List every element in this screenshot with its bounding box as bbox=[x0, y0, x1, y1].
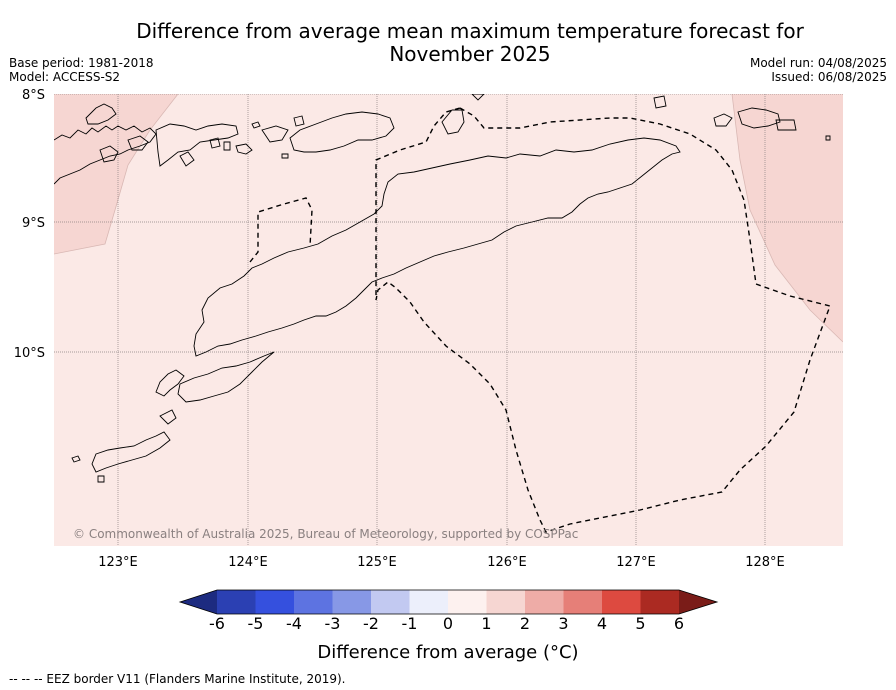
eez-border-oecusse bbox=[249, 197, 313, 263]
colorbar-tick-label: 1 bbox=[481, 614, 491, 633]
colorbar-segment bbox=[525, 590, 564, 614]
colorbar-segment bbox=[640, 590, 680, 614]
coastline-islet-4 bbox=[179, 151, 195, 167]
colorbar-segment bbox=[448, 590, 487, 614]
coastline-islet-19 bbox=[71, 455, 81, 463]
eez-footnote: -- -- -- EEZ border V11 (Flanders Marine… bbox=[9, 672, 346, 686]
coastline-islet-2 bbox=[99, 145, 119, 163]
title-line-1: Difference from average mean maximum tem… bbox=[136, 19, 804, 43]
coastline-timor bbox=[193, 137, 681, 357]
colorbar-segment bbox=[332, 590, 372, 614]
colorbar-tick-label: 5 bbox=[635, 614, 645, 633]
colorbar-extend-low bbox=[180, 590, 217, 614]
colorbar-tick-label: -4 bbox=[286, 614, 302, 633]
coastline-roti-semau bbox=[155, 351, 275, 403]
coastline-islet-11 bbox=[281, 153, 289, 159]
map-title: Difference from average mean maximum tem… bbox=[80, 20, 860, 66]
coastline-islet-18 bbox=[825, 135, 831, 141]
eez-border-timor-leste bbox=[375, 107, 831, 533]
coastline-ndao bbox=[159, 409, 177, 425]
colorbar-tick-label: 4 bbox=[597, 614, 607, 633]
map-area: © Commonwealth of Australia 2025, Bureau… bbox=[54, 94, 843, 546]
colorbar-title: Difference from average (°C) bbox=[180, 642, 716, 663]
lat-label-8s: 8°S bbox=[22, 88, 45, 103]
eez-border bbox=[249, 107, 831, 533]
model-run-text: Model run: 04/08/2025 bbox=[749, 56, 887, 70]
coastline-wetar bbox=[289, 111, 395, 153]
coastline-sawu bbox=[91, 431, 171, 473]
base-period-text: Base period: 1981-2018 bbox=[9, 56, 154, 70]
anomaly-fill-1-2-east bbox=[732, 94, 843, 342]
coastline-islet-20 bbox=[97, 475, 105, 483]
anomaly-fill-0-1 bbox=[54, 94, 843, 546]
graticule bbox=[54, 94, 843, 546]
meta-right: Model run: 04/08/2025 Issued: 06/08/2025 bbox=[750, 56, 887, 84]
coastline-alor bbox=[155, 123, 239, 167]
lat-label-9s: 9°S bbox=[22, 216, 45, 231]
coastline-flores-west bbox=[54, 125, 157, 185]
lon-label-128e: 128°E bbox=[745, 555, 785, 570]
coastlines bbox=[54, 94, 831, 483]
colorbar-tick-label: -6 bbox=[209, 614, 225, 633]
colorbar-segment bbox=[294, 590, 333, 614]
lon-label-125e: 125°E bbox=[357, 555, 397, 570]
model-text: Model: ACCESS-S2 bbox=[9, 70, 121, 84]
colorbar-tick-label: -3 bbox=[325, 614, 341, 633]
lon-label-123e: 123°E bbox=[98, 555, 138, 570]
colorbar-outline bbox=[178, 589, 719, 615]
coastline-islet-10 bbox=[293, 115, 305, 127]
colorbar-segment bbox=[563, 590, 603, 614]
coastline-islet-1 bbox=[85, 103, 117, 125]
coastline-islet-16 bbox=[737, 107, 781, 129]
coastline-islet-7 bbox=[235, 143, 253, 155]
lon-label-127e: 127°E bbox=[616, 555, 656, 570]
colorbar-tick-label: 3 bbox=[558, 614, 568, 633]
colorbar-tick-label: 6 bbox=[674, 614, 684, 633]
colorbar-tick-label: -2 bbox=[363, 614, 379, 633]
colorbar-tick-label: 0 bbox=[443, 614, 453, 633]
meta-left: Base period: 1981-2018 Model: ACCESS-S2 bbox=[9, 56, 154, 84]
coastline-islet-6 bbox=[223, 141, 231, 151]
coastline-islet-13 bbox=[471, 94, 485, 101]
colorbar-segment bbox=[409, 590, 449, 614]
anomaly-fill-border bbox=[54, 94, 843, 343]
colorbar-title-text: Difference from average (°C) bbox=[317, 642, 579, 663]
colorbar-extend-high bbox=[679, 590, 717, 614]
title-line-2: November 2025 bbox=[389, 42, 551, 66]
coastline-islet-9 bbox=[261, 125, 289, 143]
coastline-islet-8 bbox=[251, 121, 261, 129]
colorbar-segment bbox=[217, 590, 256, 614]
coastline-islet-3 bbox=[127, 135, 149, 151]
lat-label-10s: 10°S bbox=[14, 346, 45, 361]
colorbar-tick-label: -1 bbox=[402, 614, 418, 633]
colorbar-segment bbox=[255, 590, 295, 614]
coastline-islet-17 bbox=[775, 119, 797, 131]
copyright-text: © Commonwealth of Australia 2025, Bureau… bbox=[73, 527, 578, 541]
coastline-islet-15 bbox=[713, 113, 733, 127]
coastline-islet-5 bbox=[209, 137, 221, 149]
colorbar-tick-label: -5 bbox=[248, 614, 264, 633]
coastline-islet-14 bbox=[653, 95, 667, 109]
colorbar-segment bbox=[486, 590, 526, 614]
lon-label-124e: 124°E bbox=[228, 555, 268, 570]
issued-text: Issued: 06/08/2025 bbox=[771, 70, 887, 84]
coastline-islet-12 bbox=[441, 109, 465, 135]
colorbar: -6 -5 -4 -3 -2 -1 0 1 2 3 4 5 6 bbox=[178, 589, 719, 633]
colorbar-tick-label: 2 bbox=[520, 614, 530, 633]
colorbar-segment bbox=[371, 590, 410, 614]
colorbar-segment bbox=[602, 590, 641, 614]
lon-label-126e: 126°E bbox=[487, 555, 527, 570]
